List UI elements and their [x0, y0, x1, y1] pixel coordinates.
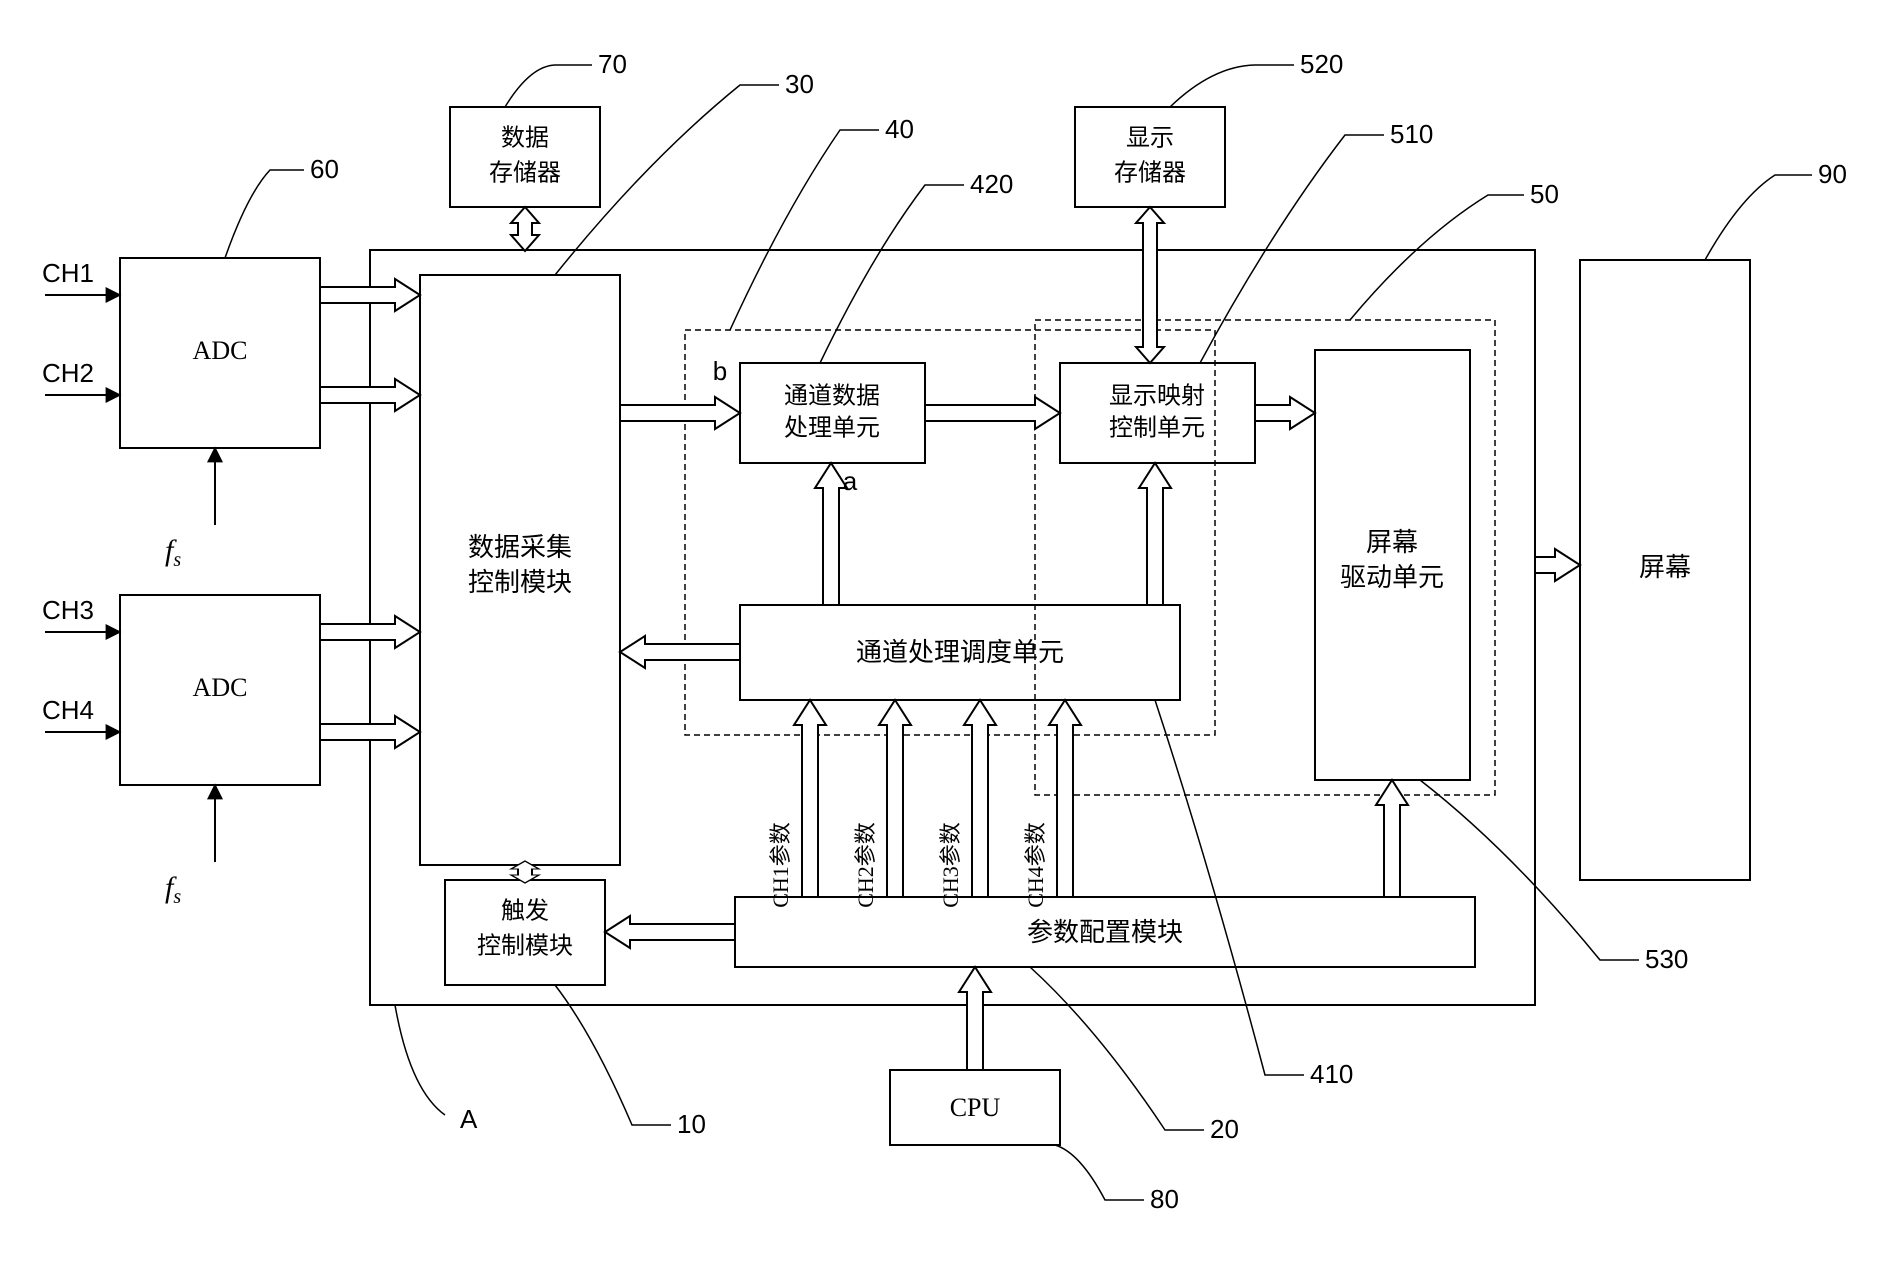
- adc1-label: ADC: [193, 336, 248, 365]
- disp-map-ctrl-l2: 控制单元: [1109, 415, 1205, 442]
- reference-callouts: 60 70 30 40 420 520 510 50 90 530 410 20 80 10: [225, 49, 1847, 1214]
- fs1: fs: [165, 448, 215, 571]
- trigger-ctrl-block: 触发 控制模块: [445, 880, 605, 985]
- disp-map-ctrl-l1: 显示映射: [1109, 383, 1205, 410]
- display-memory-l1: 显示: [1126, 126, 1174, 152]
- ch-data-proc-block: 通道数据 处理单元: [740, 363, 925, 463]
- adc1-block: ADC: [120, 258, 320, 448]
- svg-text:70: 70: [598, 49, 627, 79]
- trigger-ctrl-l2: 控制模块: [477, 933, 573, 960]
- ch3-param: CH3参数: [938, 822, 963, 908]
- svg-text:40: 40: [885, 114, 914, 144]
- svg-text:10: 10: [677, 1109, 706, 1139]
- display-memory-block: 显示 存储器: [1075, 107, 1225, 207]
- screen-driver-l2: 驱动单元: [1340, 563, 1444, 592]
- svg-text:fs: fs: [165, 871, 181, 908]
- svg-text:60: 60: [310, 154, 339, 184]
- screen-label: 屏幕: [1639, 553, 1691, 582]
- svg-text:A: A: [460, 1104, 478, 1134]
- param-cfg-label: 参数配置模块: [1027, 918, 1183, 947]
- svg-text:530: 530: [1645, 944, 1688, 974]
- svg-text:80: 80: [1150, 1184, 1179, 1214]
- fs2: fs: [165, 785, 215, 908]
- ch-data-proc-l1: 通道数据: [784, 383, 880, 410]
- ch-data-proc-l2: 处理单元: [784, 415, 880, 442]
- adc2-label: ADC: [193, 673, 248, 702]
- ch2-label: CH2: [42, 358, 94, 388]
- ch3-label: CH3: [42, 595, 94, 625]
- svg-text:410: 410: [1310, 1059, 1353, 1089]
- data-memory-block: 数据 存储器: [450, 107, 600, 207]
- data-memory-l2: 存储器: [489, 160, 561, 187]
- port-b-label: b: [713, 356, 727, 386]
- ch-sched-block: 通道处理调度单元: [740, 605, 1180, 700]
- screen-driver-block: 屏幕 驱动单元: [1315, 350, 1470, 780]
- acq-ctrl-l1: 数据采集: [468, 533, 572, 562]
- cpu-block: CPU: [890, 1070, 1060, 1145]
- ch-inputs: CH1 CH2 CH3 CH4: [42, 258, 120, 732]
- cpu-label: CPU: [950, 1093, 1001, 1122]
- svg-text:90: 90: [1818, 159, 1847, 189]
- data-memory-l1: 数据: [501, 125, 549, 152]
- adc2-block: ADC: [120, 595, 320, 785]
- acq-ctrl-block: 数据采集 控制模块: [420, 275, 620, 865]
- screen-driver-l1: 屏幕: [1366, 528, 1418, 557]
- dashed-group-50: [1035, 320, 1495, 795]
- disp-map-ctrl-block: 显示映射 控制单元: [1060, 363, 1255, 463]
- svg-text:420: 420: [970, 169, 1013, 199]
- acq-ctrl-l2: 控制模块: [468, 568, 572, 597]
- screen-block: 屏幕: [1580, 260, 1750, 880]
- svg-text:50: 50: [1530, 179, 1559, 209]
- ch4-label: CH4: [42, 695, 94, 725]
- ch-sched-label: 通道处理调度单元: [856, 638, 1064, 667]
- ch2-param: CH2参数: [853, 822, 878, 908]
- display-memory-l2: 存储器: [1114, 160, 1186, 187]
- svg-text:fs: fs: [165, 534, 181, 571]
- ch4-param: CH4参数: [1023, 822, 1048, 908]
- container-a-ref: A: [395, 1005, 478, 1134]
- svg-text:510: 510: [1390, 119, 1433, 149]
- ch1-label: CH1: [42, 258, 94, 288]
- port-a-label: a: [843, 466, 858, 496]
- block-diagram: ADC ADC 数据 存储器 显示 存储器 数据采集 控制模块 通道数据 处理单…: [0, 0, 1896, 1288]
- svg-text:520: 520: [1300, 49, 1343, 79]
- param-cfg-block: 参数配置模块: [735, 897, 1475, 967]
- svg-text:30: 30: [785, 69, 814, 99]
- trigger-ctrl-l1: 触发: [501, 898, 549, 925]
- svg-text:20: 20: [1210, 1114, 1239, 1144]
- ch1-param: CH1参数: [768, 822, 793, 908]
